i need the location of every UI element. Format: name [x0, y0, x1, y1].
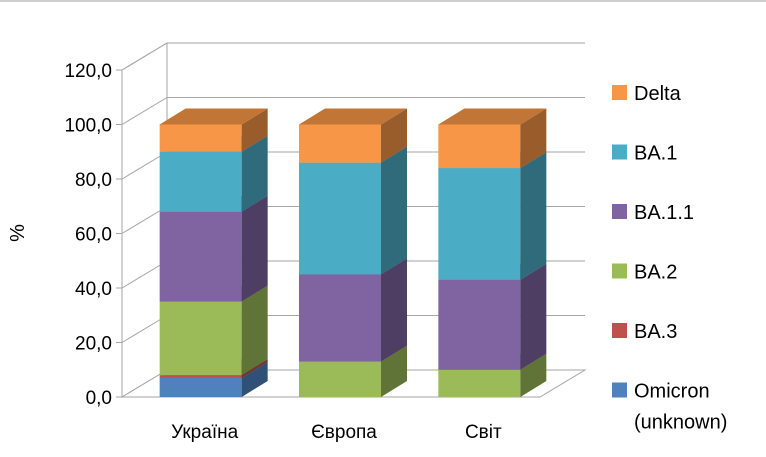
gridline-side: [121, 151, 168, 180]
bar-side: [381, 345, 407, 397]
bar-segment: [299, 146, 407, 275]
bar-segment: [299, 108, 407, 163]
bar-top: [438, 108, 547, 125]
legend-label: (unknown): [634, 412, 727, 434]
gridline-side: [121, 42, 168, 71]
legend-label: BA.1: [634, 143, 677, 165]
legend-item: Omicron (unknown): [612, 381, 727, 434]
legend-item: BA.1: [612, 143, 677, 165]
legend-item: BA.3: [612, 321, 677, 343]
legend-swatch: [612, 204, 627, 219]
bar-side: [241, 135, 268, 212]
bar-front: [159, 377, 242, 397]
y-tick-label: 20,0: [75, 334, 112, 355]
bar-side: [520, 263, 547, 370]
bar-side: [241, 361, 268, 397]
legend-swatch: [612, 382, 627, 398]
bar-front: [438, 279, 521, 370]
legend-item: BA.1.1: [612, 202, 694, 224]
legend: Delta BA.1 BA.1.1 BA.2 BA.3 Omicron (unknown): [612, 83, 727, 434]
bar-side: [241, 285, 268, 376]
gridline-side: [121, 206, 168, 234]
legend-label: Delta: [634, 83, 682, 105]
bar-front: [438, 369, 521, 397]
bar-front: [159, 375, 242, 378]
legend-swatch: [612, 323, 627, 338]
x-tick-label: Світ: [465, 422, 502, 443]
bar-front: [299, 162, 381, 275]
bar-front: [159, 124, 242, 152]
bar-segment: [159, 108, 268, 152]
bar-segment: [438, 108, 547, 169]
y-tick-label: 0,0: [86, 388, 112, 409]
bar-side: [241, 359, 268, 378]
bar-stack: [159, 108, 268, 397]
legend-label: Omicron: [634, 381, 710, 403]
gridline-side: [121, 97, 168, 125]
gridline-side: [121, 315, 168, 343]
y-axis-title: %: [7, 224, 29, 242]
bar-front: [159, 301, 242, 376]
bars: [159, 108, 547, 397]
y-axis-ticks: 0,0 20,0 40,0 60,0 80,0 100,0 120,0: [64, 61, 122, 409]
bar-front: [438, 168, 521, 280]
bar-side: [241, 195, 268, 302]
bar-top: [159, 108, 268, 125]
y-tick-label: 40,0: [75, 279, 112, 300]
bar-front: [299, 274, 381, 362]
bar-side: [520, 152, 547, 280]
x-axis-ticks: Україна Європа Світ: [171, 422, 502, 443]
bar-stack: [299, 108, 407, 397]
legend-label: BA.2: [634, 262, 677, 284]
bar-side: [520, 353, 547, 397]
bar-segment: [438, 152, 547, 280]
gridline-side: [121, 260, 168, 289]
bar-side: [381, 258, 407, 362]
y-tick-label: 60,0: [75, 225, 112, 246]
bar-front: [438, 124, 521, 169]
bar-front: [159, 211, 242, 302]
legend-swatch: [612, 85, 627, 100]
bar-front: [299, 124, 381, 163]
legend-swatch: [612, 144, 627, 160]
bar-side: [381, 108, 407, 163]
x-tick-label: Європа: [311, 422, 377, 443]
y-tick-label: 80,0: [75, 170, 112, 191]
bar-top: [299, 108, 407, 125]
bar-front: [299, 361, 381, 397]
legend-item: BA.2: [612, 262, 677, 284]
legend-swatch: [612, 263, 627, 279]
bar-side: [381, 146, 407, 275]
y-tick-label: 100,0: [64, 116, 112, 137]
bar-side: [241, 108, 268, 152]
legend-item: Delta: [612, 83, 682, 105]
bar-stack: [438, 108, 547, 397]
y-tick-label: 120,0: [64, 61, 112, 82]
bar-front: [159, 151, 242, 212]
legend-label: BA.3: [634, 321, 677, 343]
x-tick-label: Україна: [171, 422, 238, 443]
legend-label: BA.1.1: [634, 202, 694, 224]
bar-side: [520, 108, 547, 169]
